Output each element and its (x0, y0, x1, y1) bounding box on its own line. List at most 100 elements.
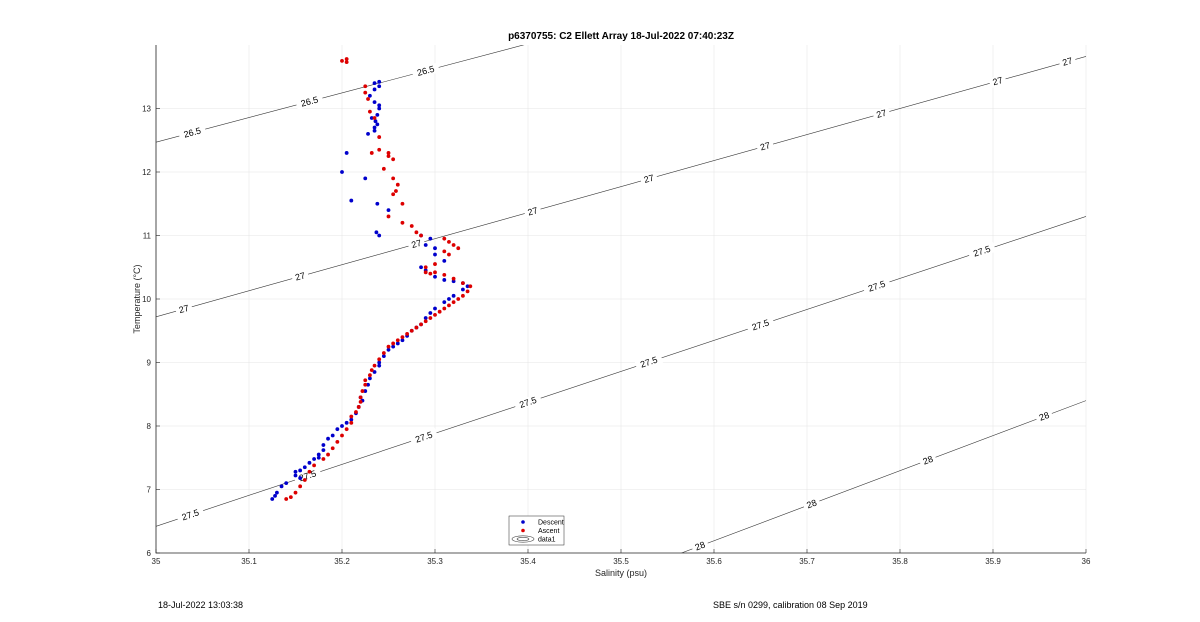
data-point (284, 497, 289, 501)
data-point (391, 192, 396, 197)
data-point (369, 116, 374, 120)
contour-line (156, 56, 1086, 318)
data-point (433, 270, 437, 275)
data-point (461, 287, 465, 292)
data-point (456, 297, 461, 301)
data-point (326, 452, 330, 457)
data-point (372, 363, 377, 368)
data-point (423, 243, 428, 247)
data-point (349, 420, 354, 425)
x-tick-label: 36 (1082, 557, 1091, 566)
data-point (433, 274, 437, 279)
data-point (400, 335, 405, 339)
data-point (275, 490, 279, 495)
data-point (451, 293, 456, 298)
contour-label-bg (639, 171, 659, 186)
data-point (442, 236, 447, 241)
data-point (377, 360, 382, 365)
data-point (344, 151, 349, 155)
y-tick-label: 12 (142, 168, 151, 177)
data-point (366, 132, 370, 136)
data-point (368, 109, 372, 114)
contour-label-bg (690, 538, 710, 553)
contour-label-bg (411, 62, 440, 80)
data-point (442, 249, 447, 254)
data-point (381, 354, 386, 359)
contour-label-bg (634, 353, 664, 372)
data-point (451, 300, 456, 305)
data-point (354, 410, 358, 414)
data-point (363, 382, 368, 387)
data-point (316, 455, 321, 460)
data-point (298, 468, 303, 473)
y-tick-label: 7 (147, 486, 152, 495)
x-axis-label: Salinity (psu) (595, 568, 647, 578)
x-tick-label: 35.6 (706, 557, 722, 566)
contour-label: 27 (294, 270, 306, 282)
data-point (377, 84, 382, 89)
data-point (340, 170, 344, 174)
data-point (395, 341, 400, 346)
data-point (366, 97, 370, 101)
data-point (442, 259, 447, 263)
data-point (391, 341, 396, 346)
data-point (377, 106, 382, 111)
data-point (423, 316, 428, 320)
data-point (423, 265, 428, 270)
data-point (461, 293, 465, 298)
data-point (372, 370, 377, 374)
contour-label-bg (290, 269, 310, 284)
contour-label-bg (176, 505, 205, 524)
contour-line (156, 45, 525, 143)
data-point (321, 448, 326, 453)
data-point (335, 439, 340, 444)
data-point (447, 297, 451, 301)
contour-label: 28 (921, 454, 934, 467)
data-point (298, 476, 303, 480)
contour-label: 27 (1061, 55, 1073, 67)
data-point (363, 84, 368, 89)
y-tick-label: 13 (142, 105, 151, 114)
data-point (433, 312, 437, 317)
data-point (433, 246, 437, 251)
data-point (372, 116, 377, 120)
data-point (344, 427, 349, 432)
data-point (377, 103, 382, 108)
y-tick-label: 11 (143, 232, 152, 241)
data-point (284, 481, 289, 486)
data-point (340, 424, 344, 428)
data-point (368, 93, 372, 98)
data-point (442, 272, 447, 277)
data-point (405, 332, 409, 336)
data-point (288, 495, 293, 500)
data-point (366, 382, 370, 387)
data-point (375, 122, 380, 127)
data-point (349, 414, 354, 419)
data-point (302, 478, 307, 482)
contour-legend-ring-inner (516, 537, 530, 541)
data-point (363, 378, 368, 383)
contour-label-bg (967, 242, 997, 261)
data-point (312, 457, 316, 461)
data-point (321, 457, 326, 461)
contour-label-bg (755, 139, 775, 154)
data-point (381, 351, 386, 355)
data-point (428, 311, 433, 315)
contour-label: 27 (991, 75, 1003, 87)
contour-label: 26.5 (416, 64, 436, 78)
data-point (374, 230, 379, 235)
data-point (395, 338, 400, 343)
contour-label-bg (293, 466, 322, 485)
contour-label: 27 (178, 303, 190, 315)
data-point (465, 284, 470, 289)
data-point (433, 262, 437, 266)
data-point (451, 243, 456, 247)
legend-label-data1: data1 (538, 537, 556, 544)
x-tick-label: 35.3 (427, 557, 443, 566)
data-point (419, 265, 423, 270)
data-point (273, 493, 277, 498)
x-tick-label: 35.8 (892, 557, 908, 566)
data-point (386, 208, 391, 213)
data-point (400, 338, 405, 343)
data-point (321, 443, 326, 447)
